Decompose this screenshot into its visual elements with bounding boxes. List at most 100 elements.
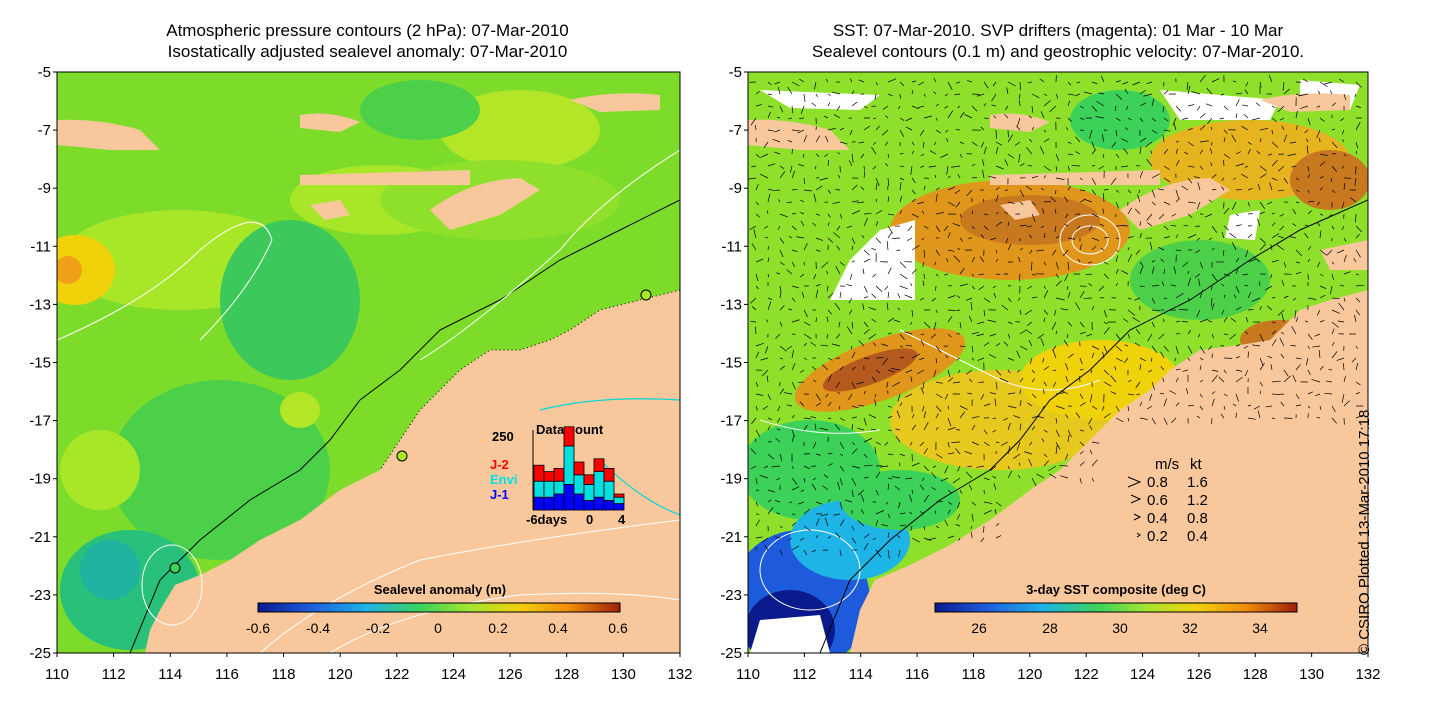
velocity-arrow	[887, 267, 892, 275]
velocity-arrow	[1091, 477, 1095, 482]
right-colorbar-tick: 30	[1112, 620, 1128, 636]
velocity-arrow	[1307, 369, 1311, 376]
pressure-contours	[57, 149, 680, 653]
histogram-bar-j2	[583, 474, 595, 485]
velocity-arrow	[1026, 225, 1033, 228]
velocity-arrow	[995, 258, 999, 263]
velocity-arrow	[1132, 317, 1141, 323]
velocity-arrow	[1331, 297, 1340, 299]
velocity-arrow	[1139, 102, 1147, 107]
velocity-arrow	[851, 184, 858, 191]
velocity-arrow	[1343, 183, 1346, 191]
velocity-arrow	[1185, 388, 1189, 395]
velocity-arrow	[839, 465, 845, 472]
velocity-arrow	[887, 317, 895, 323]
velocity-arrow	[1283, 261, 1287, 268]
velocity-arrow	[894, 485, 901, 491]
velocity-arrow	[882, 129, 889, 136]
velocity-arrow	[779, 305, 785, 311]
velocity-arrow	[1027, 165, 1033, 167]
velocity-arrow	[827, 374, 833, 383]
velocity-arrow	[863, 328, 870, 335]
velocity-arrow	[1163, 117, 1169, 122]
velocity-arrow	[1007, 81, 1016, 87]
velocity-arrow	[767, 193, 771, 203]
velocity-arrow	[1187, 404, 1195, 407]
velocity-arrow	[1235, 189, 1242, 191]
velocity-arrow	[971, 225, 975, 230]
velocity-arrow	[761, 369, 769, 377]
velocity-arrow	[930, 333, 937, 339]
velocity-arrow	[1257, 183, 1261, 191]
velocity-arrow	[882, 105, 889, 110]
velocity-arrow	[1331, 321, 1339, 328]
velocity-arrow	[755, 273, 759, 282]
velocity-arrow	[1150, 150, 1153, 155]
velocity-arrow	[995, 501, 1002, 507]
velocity-arrow	[839, 213, 843, 219]
velocity-arrow	[799, 401, 805, 407]
velocity-arrow	[1055, 429, 1060, 437]
velocity-arrow	[875, 471, 881, 479]
velocity-arrow	[990, 237, 997, 241]
velocity-arrow	[1314, 333, 1321, 337]
velocity-arrow	[1163, 345, 1169, 352]
velocity-arrow	[1151, 309, 1161, 312]
velocity-arrow	[851, 200, 859, 203]
velocity-arrow	[933, 141, 937, 146]
velocity-arrow	[863, 296, 869, 299]
velocity-arrow	[1091, 177, 1096, 185]
velocity-arrow	[860, 153, 865, 159]
velocity-arrow	[799, 117, 805, 119]
velocity-arrow	[966, 189, 973, 197]
velocity-arrow	[1339, 285, 1345, 287]
velocity-arrow	[1067, 93, 1075, 96]
velocity-arrow	[760, 357, 769, 361]
velocity-arrow	[899, 81, 905, 87]
velocity-arrow	[886, 241, 889, 251]
velocity-arrow	[754, 326, 757, 335]
velocity-arrow	[1007, 221, 1010, 227]
velocity-arrow	[1175, 377, 1179, 383]
right-lon-tick-label: 120	[1017, 666, 1042, 683]
velocity-arrow	[1211, 78, 1220, 83]
velocity-arrow	[931, 297, 937, 302]
velocity-arrow	[955, 201, 961, 208]
velocity-arrow	[1013, 453, 1021, 459]
copyright-notice: © CSIRO Plotted 13-Mar-2010 17:18	[1356, 409, 1373, 655]
velocity-arrow	[803, 242, 808, 251]
velocity-arrow	[763, 465, 769, 469]
velocity-arrow	[1235, 151, 1241, 155]
velocity-arrow	[800, 489, 805, 492]
velocity-arrow	[827, 222, 830, 227]
velocity-arrow	[772, 138, 781, 143]
velocity-arrow	[1231, 134, 1237, 143]
velocity-arrow	[1294, 309, 1297, 319]
velocity-arrow	[1295, 317, 1299, 323]
velocity-arrow	[959, 345, 966, 348]
velocity-arrow	[1127, 207, 1132, 215]
velocity-arrow	[839, 549, 842, 556]
velocity-arrow	[899, 345, 904, 348]
velocity-arrow	[851, 101, 858, 107]
velocity-arrow	[947, 377, 954, 383]
velocity-arrow	[1091, 148, 1097, 155]
velocity-arrow	[839, 366, 844, 371]
velocity-arrow	[774, 151, 781, 155]
velocity-arrow	[1211, 374, 1218, 383]
velocity-arrow	[887, 177, 890, 187]
velocity-arrow	[1233, 294, 1237, 299]
velocity-arrow	[786, 345, 793, 350]
velocity-arrow	[1007, 470, 1013, 479]
velocity-arrow	[1199, 113, 1206, 119]
velocity-arrow	[803, 177, 806, 185]
velocity-arrow	[777, 417, 781, 423]
velocity-arrow	[1091, 81, 1098, 84]
velocity-arrow	[921, 237, 925, 241]
velocity-arrow	[952, 477, 961, 484]
velocity-arrow	[983, 297, 991, 303]
velocity-arrow	[851, 351, 856, 359]
velocity-arrow	[1055, 297, 1065, 301]
velocity-arrow	[1343, 400, 1350, 407]
velocity-arrow	[779, 261, 785, 266]
